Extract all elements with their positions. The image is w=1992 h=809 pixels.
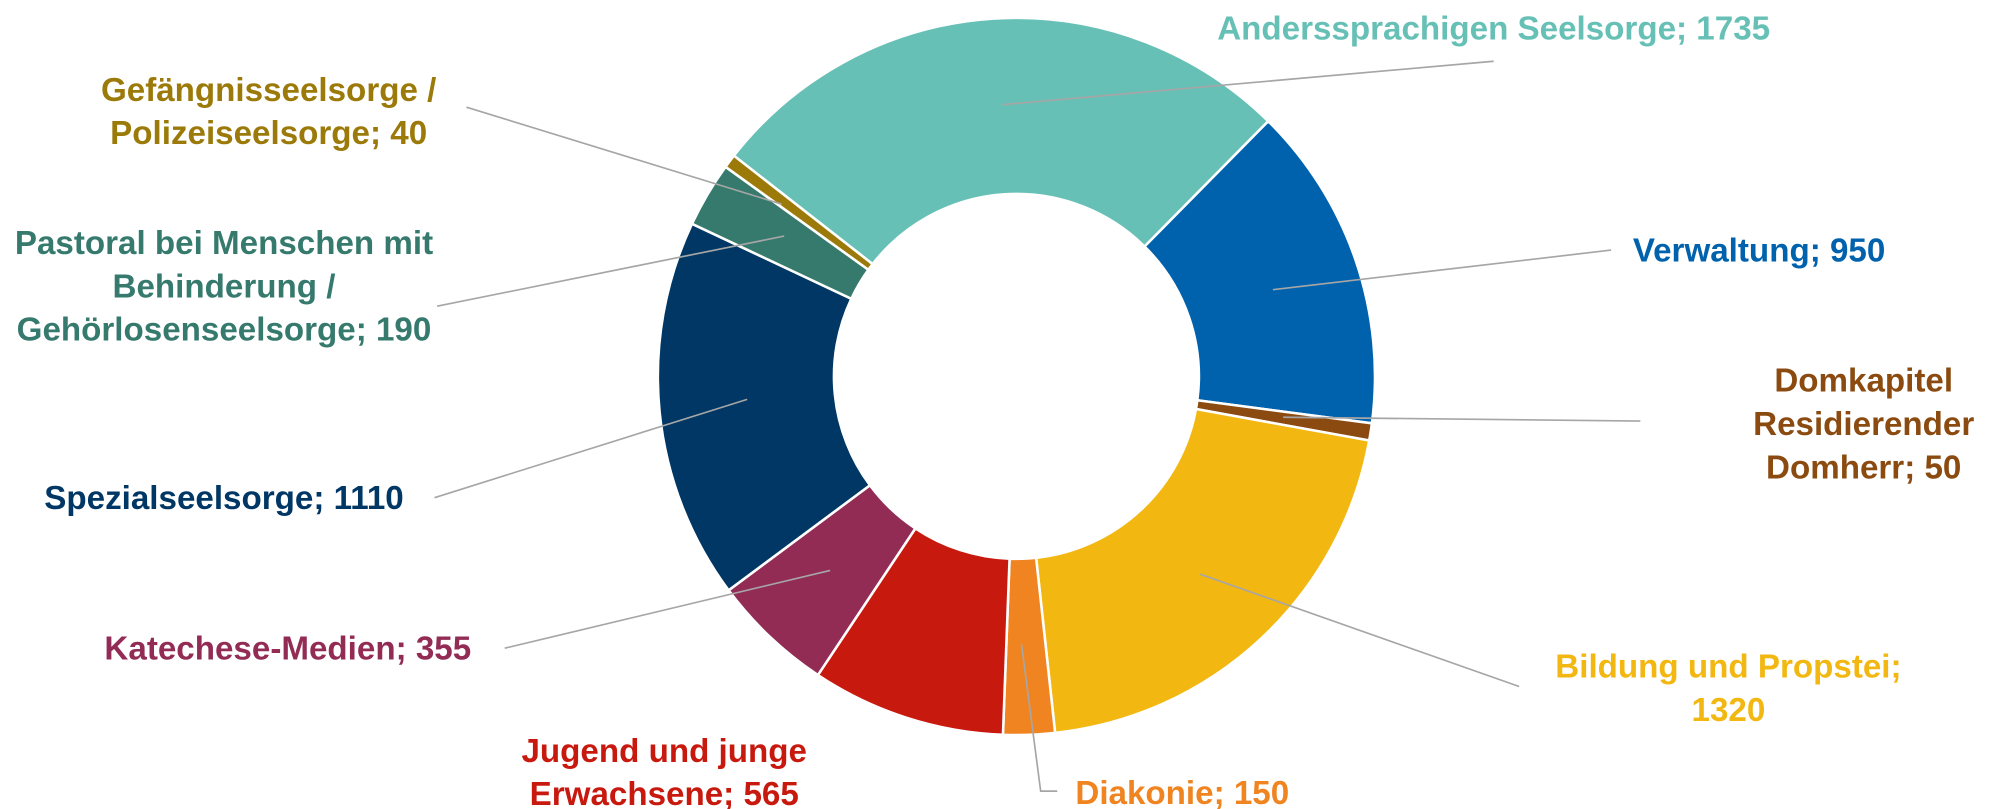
label-name: Residierender: [1753, 406, 1974, 443]
leader-line: [1002, 60, 1494, 106]
leader-line: [1020, 644, 1058, 792]
label-value: 565: [743, 776, 798, 809]
label-value: 1320: [1692, 692, 1766, 729]
donut-slice: [656, 222, 872, 593]
label-name: Erwachsene: [530, 776, 724, 809]
label-name: Gefängnisseelsorge /: [101, 72, 436, 109]
label-name: Domherr: [1766, 450, 1904, 487]
label-separator: ;: [723, 776, 743, 809]
label-name: Gehörlosenseelsorge: [17, 312, 356, 349]
data-label: Bildung und Propstei; 1320: [1555, 649, 1901, 729]
label-value: 1110: [334, 480, 404, 517]
label-separator: ;: [1810, 233, 1830, 270]
label-name: Domkapitel: [1774, 363, 1953, 400]
label-name: Polizeiseelsorge: [110, 115, 370, 152]
leader-line: [1283, 416, 1641, 422]
donut-slice: [1142, 119, 1377, 425]
leader-line: [1272, 249, 1612, 291]
label-separator: ;: [356, 312, 376, 349]
label-separator: ;: [396, 631, 416, 668]
data-label: Diakonie; 150: [1075, 775, 1289, 809]
label-value: 190: [376, 312, 431, 349]
label-name: Bildung und Propstei: [1555, 649, 1890, 686]
label-value: 50: [1924, 450, 1961, 487]
data-label: Domkapitel Residierender Domherr; 50: [1753, 363, 1974, 487]
data-label: Anderssprachigen Seelsorge; 1735: [1217, 11, 1770, 48]
label-name: Verwaltung: [1633, 233, 1810, 270]
leader-line: [504, 569, 831, 650]
label-separator: ;: [1214, 775, 1234, 809]
leader-line: [1199, 573, 1520, 688]
label-separator: ;: [1904, 450, 1924, 487]
label-value: 40: [390, 115, 427, 152]
leader-line: [434, 398, 748, 499]
donut-slice: [732, 16, 1271, 266]
label-name: Pastoral bei Menschen mit: [15, 225, 433, 262]
label-separator: ;: [1676, 11, 1696, 48]
leader-line: [436, 235, 785, 308]
label-name: Behinderung /: [113, 268, 336, 305]
label-value: 1735: [1696, 11, 1770, 48]
label-name: Spezialseelsorge: [44, 480, 313, 517]
label-value: 150: [1234, 775, 1289, 809]
data-label: Gefängnisseelsorge / Polizeiseelsorge; 40: [101, 72, 436, 152]
data-label: Spezialseelsorge; 1110: [44, 480, 403, 517]
data-label: Katechese-Medien; 355: [104, 631, 471, 668]
label-separator: ;: [370, 115, 390, 152]
label-value: 355: [416, 631, 471, 668]
label-separator: ;: [1891, 649, 1902, 686]
label-value: 950: [1830, 233, 1885, 270]
leader-line: [466, 106, 782, 205]
donut-slice: [723, 153, 875, 272]
data-label: Pastoral bei Menschen mit Behinderung / Ge…: [15, 225, 433, 349]
label-separator: ;: [313, 480, 333, 517]
label-name: Katechese-Medien: [104, 631, 395, 668]
label-name: Diakonie: [1075, 775, 1213, 809]
data-label: Jugend und junge Erwachsene; 565: [521, 733, 807, 809]
label-name: Anderssprachigen Seelsorge: [1217, 11, 1676, 48]
label-name: Jugend und junge: [521, 733, 807, 770]
donut-slice: [1034, 407, 1371, 735]
data-label: Verwaltung; 950: [1633, 233, 1885, 270]
